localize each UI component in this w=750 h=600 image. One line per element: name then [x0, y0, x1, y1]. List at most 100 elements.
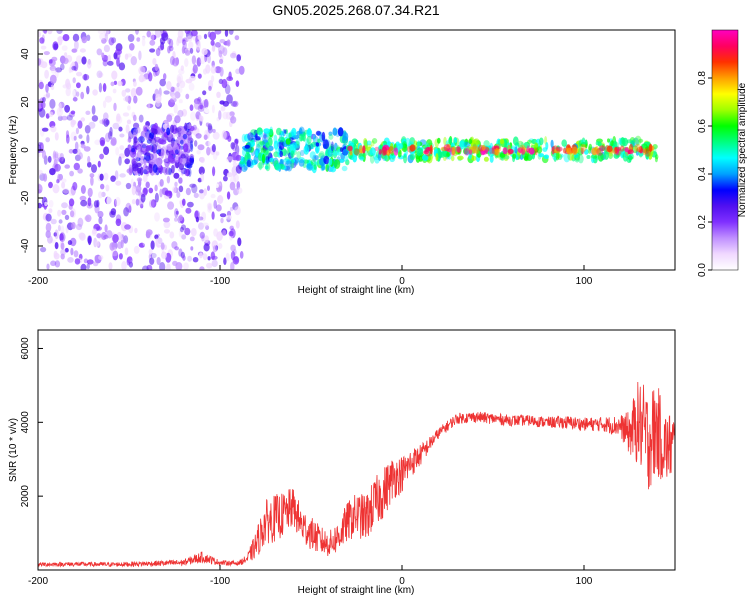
- spectrogram-cell: [587, 146, 592, 154]
- spectrogram-cell: [233, 188, 239, 196]
- spectrogram-cell: [177, 109, 184, 118]
- spectrogram-cell: [178, 99, 183, 104]
- spectrogram-cell: [73, 135, 77, 141]
- spectrogram-cell: [634, 135, 642, 146]
- spectrogram-cell: [203, 98, 209, 109]
- spectrogram-cell: [162, 106, 168, 112]
- spectrogram-cell: [341, 165, 348, 172]
- spectrogram-cell: [106, 230, 113, 239]
- spectrogram-cell: [55, 152, 63, 158]
- spectrogram-cell: [302, 132, 306, 142]
- spectrogram-cell: [162, 217, 170, 223]
- spectrogram-cell: [235, 68, 241, 75]
- spectrogram-x-tick-label: -100: [210, 276, 230, 287]
- spectrogram-cell: [343, 155, 349, 162]
- spectrogram-cell: [181, 234, 187, 240]
- spectrogram-cell: [43, 30, 48, 35]
- spectrogram-cell: [50, 68, 57, 74]
- spectrogram-cell: [219, 58, 224, 64]
- spectrogram-cell: [363, 138, 368, 146]
- spectrogram-cell: [207, 205, 213, 213]
- spectrogram-cell: [163, 169, 168, 176]
- spectrogram-cell: [118, 253, 123, 260]
- spectrogram-cell: [214, 30, 222, 35]
- spectrogram-cell: [190, 30, 198, 37]
- spectrogram-cell: [159, 188, 163, 198]
- spectrogram-cell: [47, 30, 53, 35]
- spectrogram-cell: [216, 91, 221, 99]
- spectrogram-cell: [150, 127, 156, 134]
- spectrogram-cell: [538, 153, 545, 158]
- spectrogram-cell: [103, 118, 109, 127]
- spectrogram-cell: [61, 202, 68, 209]
- spectrogram-cell: [381, 146, 388, 156]
- spectrogram-cell: [159, 78, 166, 87]
- spectrogram-cell: [75, 127, 79, 135]
- spectrogram-cell: [303, 145, 310, 155]
- spectrogram-cell: [183, 143, 189, 153]
- spectrogram-cell: [207, 123, 213, 131]
- spectrogram-cell: [574, 154, 580, 163]
- spectrogram-cell: [205, 122, 210, 127]
- spectrogram-cell: [178, 163, 184, 171]
- spectrogram-cell: [69, 210, 75, 218]
- spectrogram-cell: [189, 155, 194, 166]
- spectrogram-cell: [165, 167, 172, 175]
- spectrogram-cell: [126, 168, 133, 174]
- spectrogram-cell: [92, 89, 98, 96]
- spectrogram-cell: [206, 146, 211, 156]
- spectrogram-cell: [590, 154, 595, 164]
- spectrogram-x-tick-label: 0: [399, 276, 405, 287]
- spectrogram-cell: [211, 46, 215, 52]
- spectrogram-cell: [60, 115, 68, 121]
- spectrogram-cell: [81, 36, 88, 44]
- spectrogram-cell: [231, 51, 237, 58]
- spectrogram-cell: [322, 139, 330, 150]
- spectrogram-cell: [184, 168, 191, 177]
- snr-x-label: Height of straight line (km): [298, 585, 415, 596]
- spectrogram-cell: [54, 132, 59, 141]
- spectrogram-cell: [134, 227, 138, 234]
- spectrogram-cell: [598, 145, 606, 152]
- spectrogram-cell: [71, 65, 77, 71]
- spectrogram-cell: [329, 153, 334, 158]
- spectrogram-cell: [175, 210, 179, 215]
- spectrogram-cell: [115, 146, 120, 156]
- spectrogram-cell: [258, 131, 264, 138]
- spectrogram-cell: [221, 78, 228, 89]
- spectrogram-cell: [110, 81, 115, 87]
- spectrogram-cell: [73, 250, 79, 258]
- spectrogram-cell: [179, 80, 186, 89]
- spectrogram-cell: [135, 30, 139, 35]
- spectrogram-cell: [603, 151, 609, 160]
- spectrogram-cell: [317, 138, 321, 143]
- spectrogram-cell: [97, 30, 105, 34]
- spectrogram-cell: [147, 145, 153, 150]
- spectrogram-cell: [224, 105, 232, 114]
- spectrogram-cell: [123, 96, 130, 102]
- spectrogram-cell: [98, 191, 103, 199]
- spectrogram-cell: [471, 155, 477, 161]
- spectrogram-cell: [101, 118, 106, 125]
- spectrogram-cell: [94, 255, 98, 261]
- spectrogram-cell: [174, 91, 181, 99]
- spectrogram-cell: [60, 242, 65, 250]
- spectrogram-cell: [563, 152, 571, 163]
- spectrogram-cell: [60, 225, 65, 236]
- spectrogram-cell: [168, 45, 174, 52]
- spectrogram-cell: [191, 183, 198, 194]
- spectrogram-cell: [65, 87, 71, 97]
- colorbar-ticks: 0.0 0.2 0.4 0.6 0.8: [697, 71, 712, 277]
- snr-frame: [37, 329, 676, 571]
- spectrogram-cell: [123, 235, 129, 244]
- spectrogram-cell: [517, 147, 524, 153]
- spectrogram-cell: [188, 168, 192, 177]
- spectrogram-cell: [170, 124, 175, 133]
- spectrogram-cell: [75, 55, 83, 64]
- spectrogram-cell: [239, 251, 244, 259]
- spectrogram-cell: [278, 140, 285, 151]
- spectrogram-cell: [323, 155, 330, 165]
- spectrogram-cell: [76, 148, 81, 156]
- snr-y-tick-label: 6000: [20, 337, 31, 360]
- spectrogram-cell: [503, 155, 510, 160]
